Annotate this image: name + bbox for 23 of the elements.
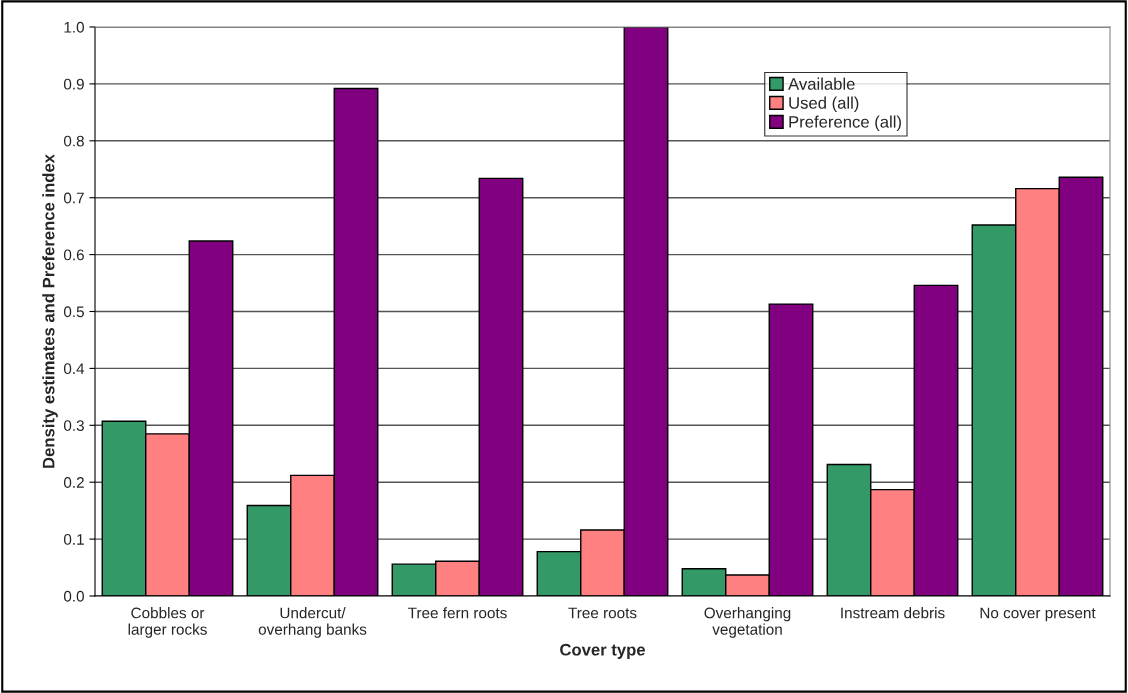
y-tick-label: 1.0 <box>64 21 84 33</box>
y-tick-label: 0.3 <box>63 420 84 431</box>
x-tick-label: Cobbles or larger rocks <box>128 607 207 638</box>
y-tick-label: 0.8 <box>63 135 84 147</box>
y-tick-label: 0.1 <box>63 533 84 545</box>
x-tick-label: No cover present <box>980 607 1096 622</box>
y-tick-label: 0.7 <box>63 192 84 204</box>
legend-label: Preference (all) <box>789 115 901 132</box>
y-tick-label: 0.5 <box>63 306 84 318</box>
y-tick-label: 0.9 <box>63 78 84 90</box>
y-tick-label: 0.4 <box>63 363 85 375</box>
x-tick-label: Undercut/ overhang banks <box>258 607 367 638</box>
legend-label: Available <box>788 77 855 90</box>
x-tick-label: Tree fern roots <box>408 607 507 619</box>
x-tick-label: Overhanging vegetation <box>704 607 791 638</box>
y-tick-label: 0.6 <box>63 249 84 261</box>
x-axis-title: Cover type <box>560 643 645 659</box>
y-axis-title: Density estimates and Preference index <box>42 154 58 468</box>
legend-label: Used (all) <box>789 96 859 113</box>
x-tick-label: Tree roots <box>568 607 637 619</box>
y-tick-label: 0.0 <box>63 590 84 602</box>
x-tick-label: Instream debris <box>841 607 945 619</box>
y-tick-label: 0.2 <box>63 477 84 488</box>
